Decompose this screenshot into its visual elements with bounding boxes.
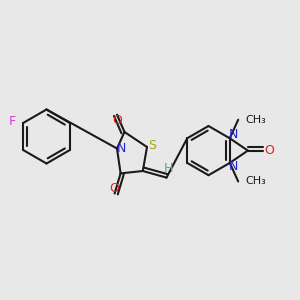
- Text: CH₃: CH₃: [246, 176, 266, 187]
- Text: S: S: [148, 139, 156, 152]
- Text: CH₃: CH₃: [246, 115, 266, 125]
- Text: H: H: [164, 162, 174, 175]
- Text: F: F: [9, 115, 16, 128]
- Text: N: N: [229, 128, 238, 141]
- Text: O: O: [265, 144, 275, 157]
- Text: N: N: [116, 142, 126, 155]
- Text: N: N: [229, 160, 238, 173]
- Text: O: O: [112, 113, 122, 127]
- Text: O: O: [110, 182, 119, 195]
